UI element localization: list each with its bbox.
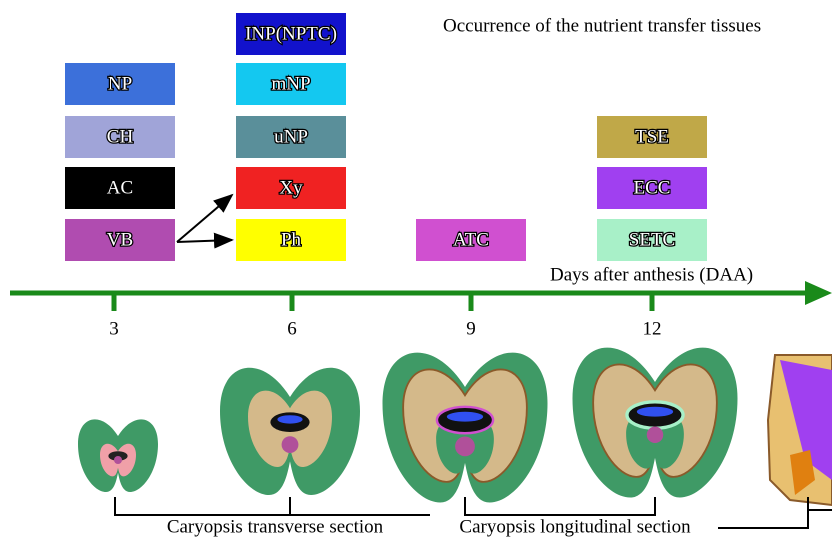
tissue-label: mNP <box>271 73 310 94</box>
tissue-label: VB <box>107 229 133 250</box>
tissue-label: NP <box>108 73 132 94</box>
arrow <box>177 240 232 242</box>
section-label: Caryopsis longitudinal section <box>459 516 691 537</box>
tissue-label: ECC <box>634 177 671 198</box>
title: Occurrence of the nutrient transfer tiss… <box>443 15 761 36</box>
tissue-label: AC <box>107 177 133 198</box>
day-label: 3 <box>109 318 119 339</box>
timeline-arrow <box>805 281 832 305</box>
section-1 <box>78 419 158 492</box>
axis-label: Days after anthesis (DAA) <box>550 264 753 285</box>
tissue-label: Xy <box>279 177 303 198</box>
day-label: 9 <box>466 318 476 339</box>
section-5 <box>768 355 832 505</box>
section-3 <box>383 353 548 503</box>
tissue-label: CH <box>107 126 134 147</box>
tissue-label: uNP <box>274 126 308 147</box>
day-label: 6 <box>287 318 297 339</box>
tissue-label: TSE <box>635 126 669 147</box>
section-2 <box>220 368 360 495</box>
tissue-label: Ph <box>281 229 302 250</box>
day-label: 12 <box>643 318 662 339</box>
section-label: Caryopsis transverse section <box>167 516 384 537</box>
tissue-label: ATC <box>453 229 489 250</box>
tissue-label: SETC <box>629 229 675 250</box>
tissue-label: INP(NPTC) <box>245 23 337 44</box>
section-4 <box>573 348 738 498</box>
diagram: Occurrence of the nutrient transfer tiss… <box>0 0 832 538</box>
arrow <box>177 195 232 242</box>
